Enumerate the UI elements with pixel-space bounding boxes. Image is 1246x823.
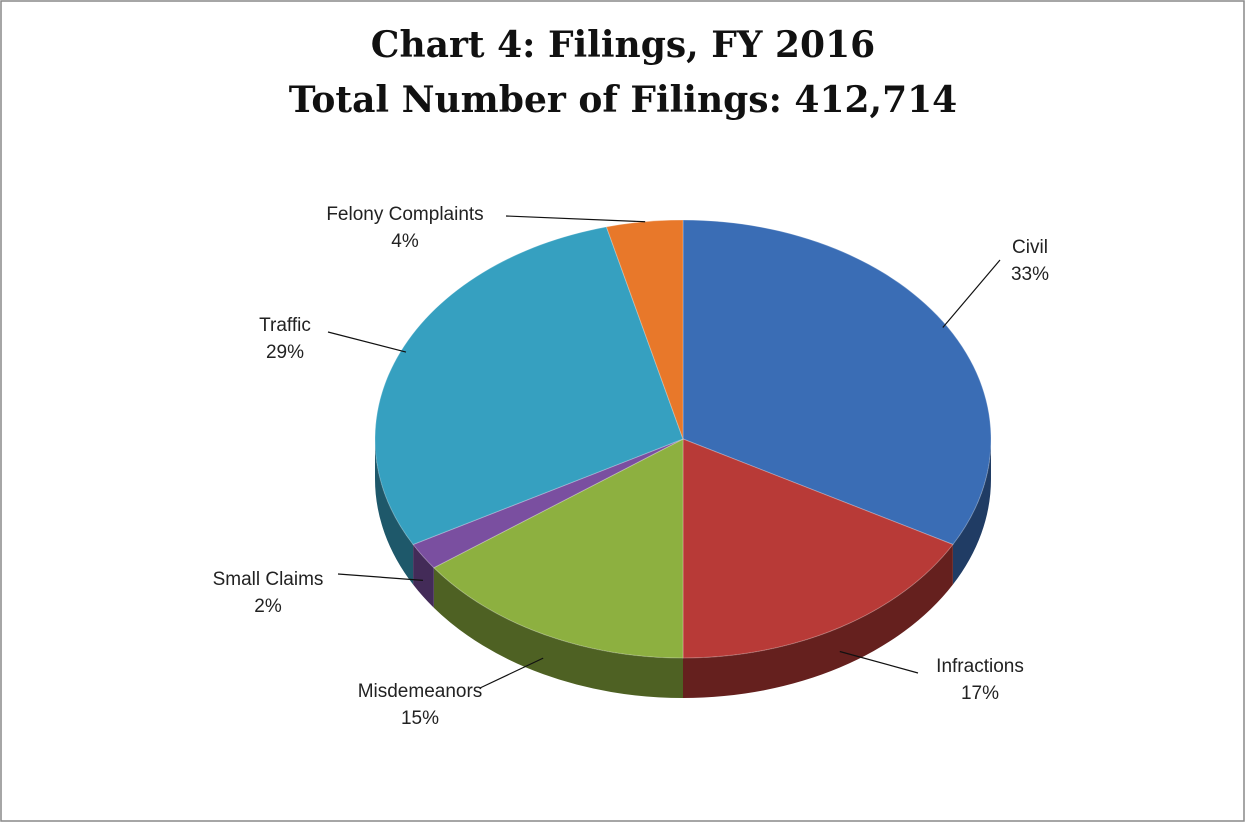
leader-line xyxy=(327,331,407,353)
pie-slice-side xyxy=(952,439,991,585)
data-label-name: Civil xyxy=(1012,237,1048,258)
leader-line xyxy=(839,650,919,674)
data-label-value: 33% xyxy=(1011,264,1049,285)
pie-slice xyxy=(412,438,684,569)
pie-slice xyxy=(432,438,684,659)
data-label-value: 17% xyxy=(961,683,999,704)
data-label-value: 4% xyxy=(391,231,419,252)
data-label-name: Misdemeanors xyxy=(358,681,483,702)
pie-slice-side xyxy=(413,544,434,608)
data-label-name: Felony Complaints xyxy=(326,204,483,225)
chart-title: Chart 4: Filings, FY 2016 xyxy=(371,24,875,66)
pie-slice xyxy=(682,438,954,659)
data-label-value: 15% xyxy=(401,708,439,729)
data-label-name: Traffic xyxy=(259,315,311,336)
data-label-value: 2% xyxy=(254,596,282,617)
chart-subtitle: Total Number of Filings: 412,714 xyxy=(289,79,957,121)
pie-slice xyxy=(682,219,992,546)
leader-line xyxy=(479,657,544,689)
pie-slice xyxy=(374,226,684,546)
data-label-name: Infractions xyxy=(936,656,1024,677)
data-label-name: Small Claims xyxy=(213,569,324,590)
leader-line xyxy=(942,259,1001,328)
pie-slice-side xyxy=(375,439,414,585)
leader-line xyxy=(337,573,423,581)
pie-slice-side xyxy=(433,567,683,698)
data-label-value: 29% xyxy=(266,342,304,363)
leader-line xyxy=(505,215,646,223)
pie-slice-side xyxy=(683,544,953,698)
